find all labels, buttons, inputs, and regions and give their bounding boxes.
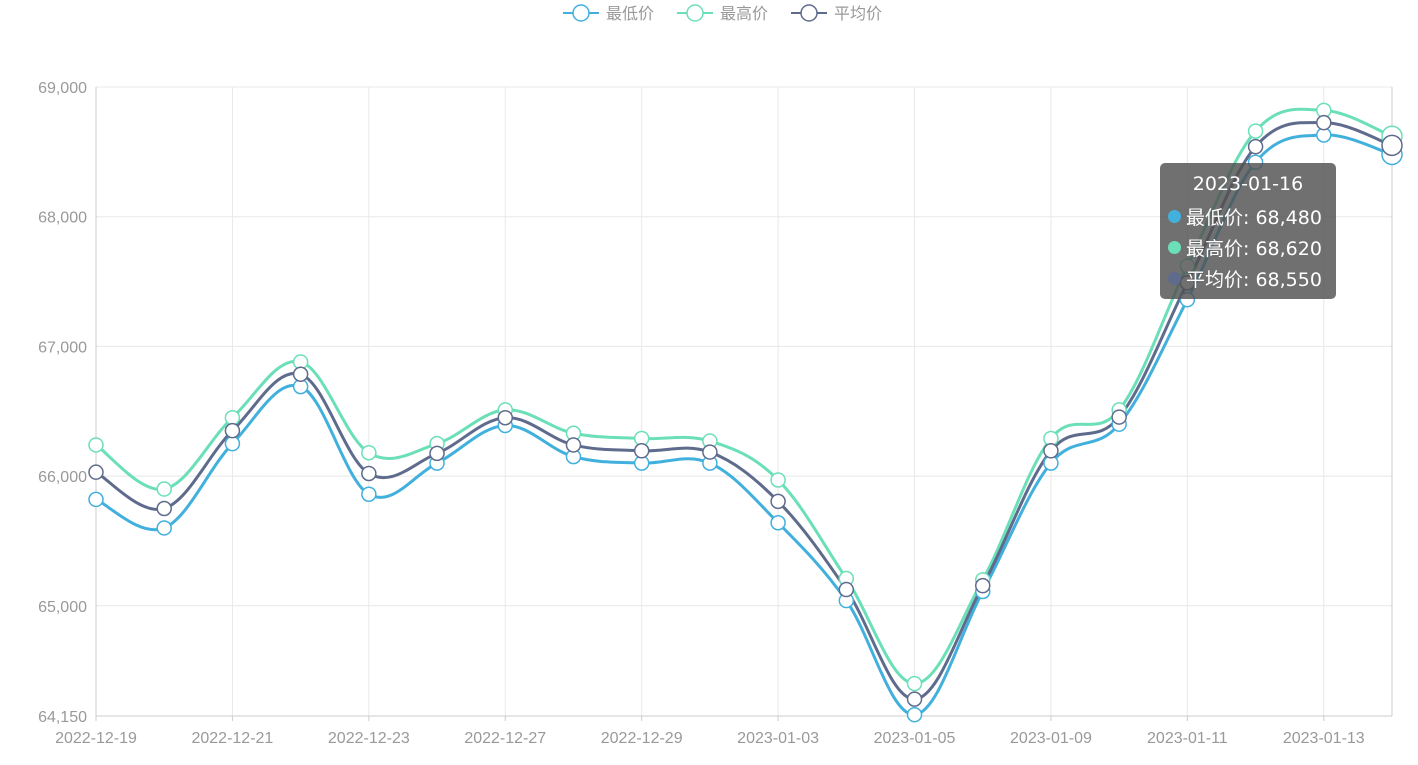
data-point-avg [974,577,991,594]
legend-item-avg-label: 平均价 [834,4,882,23]
data-point-avg [1043,443,1059,459]
x-tick-label: 2022-12-27 [464,730,546,747]
data-point-avg [156,500,172,517]
data-point-avg [838,581,855,598]
data-point-avg [1111,409,1127,425]
tooltip-value-high: 最高价: 68,620 [1186,238,1322,260]
y-tick-label: 68,000 [38,210,87,227]
data-point-avg [429,445,445,462]
x-tick-label: 2023-01-09 [1010,730,1092,747]
data-point-low [224,435,241,452]
y-tick-label: 66,000 [38,469,87,486]
y-tick-label: 65,000 [38,599,87,616]
data-point-low [88,491,104,508]
data-point-avg [1247,138,1264,155]
x-tick-label: 2023-01-11 [1147,730,1228,747]
data-point-avg [1381,134,1403,157]
tooltip-dot-high [1168,241,1181,254]
tooltip-value-low: 最低价: 68,480 [1186,207,1322,229]
data-point-avg [361,465,377,482]
tooltip-dot-avg [1168,272,1181,285]
y-tick-label: 67,000 [38,339,87,356]
data-point-avg [906,691,923,707]
x-tick-label: 2022-12-21 [191,730,273,747]
legend-item-low-label: 最低价 [606,4,654,23]
data-point-low [156,520,172,536]
tooltip-row-high: 最高价: 68,620 [1168,232,1328,263]
data-point-avg [224,422,241,439]
data-point-avg [497,409,514,426]
legend-item-low-marker [572,4,590,22]
tooltip-value-avg: 平均价: 68,550 [1186,269,1322,291]
data-point-high [156,481,172,497]
data-point-avg [702,444,718,460]
y-tick-label: 69,000 [38,80,87,97]
data-point-high [224,409,241,426]
data-point-avg [565,437,582,453]
x-tick-label: 2023-01-05 [874,730,956,747]
data-point-high [361,444,377,461]
data-point-avg [770,493,786,510]
data-point-high [88,437,104,453]
legend-item-high-label: 最高价 [720,4,768,23]
data-point-avg [1316,114,1332,131]
x-tick-label: 2023-01-03 [737,730,819,747]
x-tick-label: 2022-12-19 [55,730,137,747]
tooltip-row-low: 最低价: 68,480 [1168,201,1328,232]
data-point-low [906,706,923,723]
tooltip-dot-low [1168,210,1181,223]
legend-item-high-marker [686,4,704,22]
x-tick-label: 2022-12-23 [328,730,410,747]
data-point-avg [88,464,104,480]
tooltip-row-avg: 平均价: 68,550 [1168,263,1328,294]
data-point-high [1247,123,1264,139]
data-point-avg [292,366,309,383]
chart-tooltip: 2023-01-16 最低价: 68,480 最高价: 68,620 平均价: … [1160,163,1336,299]
x-tick-label: 2023-01-13 [1283,730,1365,747]
data-point-low [770,515,786,531]
x-tick-label: 2022-12-29 [601,730,683,747]
tooltip-title: 2023-01-16 [1192,173,1304,195]
data-point-avg [633,443,650,459]
y-tick-label: 64,150 [38,709,87,726]
data-point-high [770,472,786,488]
data-point-low [361,486,377,502]
legend-item-avg-marker [800,4,818,22]
data-point-high [906,675,923,692]
